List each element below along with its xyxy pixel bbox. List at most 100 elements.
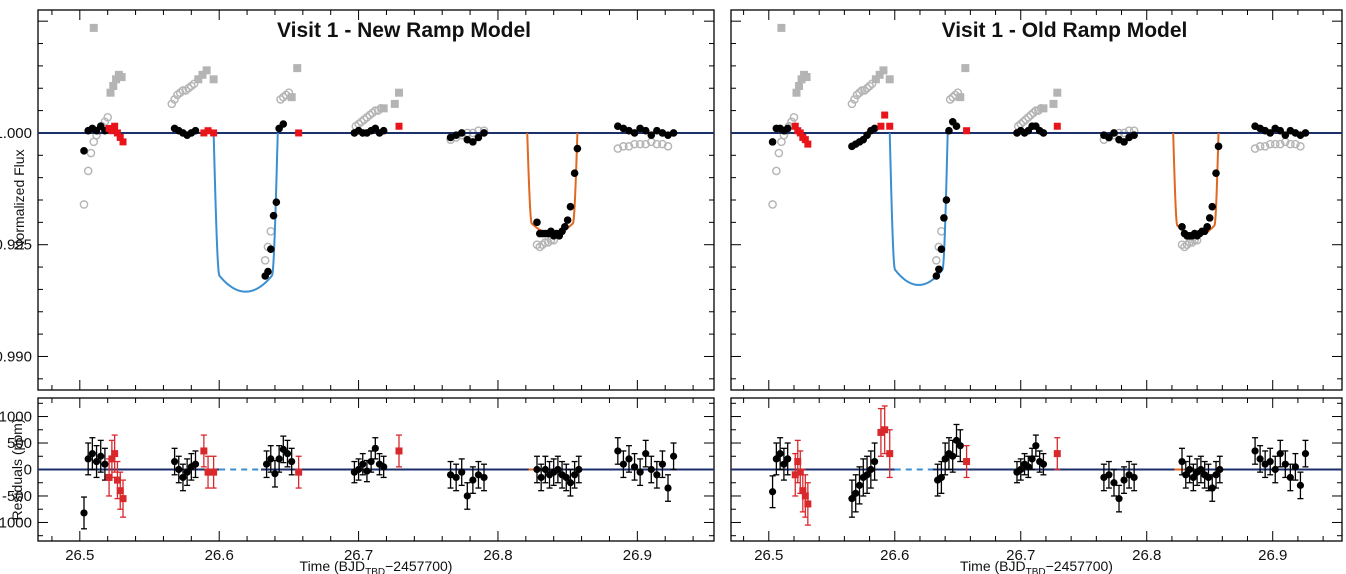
excluded-flux-point: [881, 111, 889, 119]
raw-flux-point: [624, 142, 634, 151]
residual-point: [1296, 481, 1305, 489]
residual-point: [784, 455, 792, 463]
raw-flux-excluded-point: [1039, 104, 1048, 113]
residual-excluded-point: [799, 487, 807, 495]
res-y-axis-label: Residuals (ppm): [9, 419, 25, 521]
excluded-flux-point: [877, 122, 885, 130]
x-tick-label: 26.6: [880, 547, 909, 564]
residual-excluded-point: [119, 495, 127, 503]
raw-flux-point: [260, 256, 270, 265]
residual-point: [1281, 460, 1289, 468]
raw-flux-excluded-point: [792, 88, 801, 97]
residual-point: [772, 455, 780, 463]
left-panel-new-ramp: 26.5 26.6 26.7 26.8 26.9 0.990 0.995 1.000 Norma…: [0, 9, 715, 574]
raw-flux-point: [1029, 108, 1038, 118]
residual-excluded-point: [794, 458, 802, 466]
raw-flux-excluded-point: [885, 75, 894, 84]
corrected-flux-point: [573, 144, 582, 153]
residual-point: [1024, 463, 1032, 471]
residual-point: [97, 452, 105, 460]
raw-flux-excluded-point: [117, 73, 126, 82]
residual-excluded-point: [116, 487, 124, 495]
residual-point: [619, 460, 628, 468]
residual-point: [183, 468, 191, 476]
residual-point: [952, 436, 961, 444]
excluded-flux-point: [204, 127, 212, 135]
excluded-flux-point: [796, 129, 804, 137]
residual-point: [1216, 465, 1224, 474]
residual-point: [1017, 465, 1025, 474]
raw-flux-point: [1250, 144, 1260, 153]
raw-flux-point: [852, 90, 862, 100]
x-tick-label: 26.5: [65, 547, 94, 564]
corrected-flux-point: [1205, 214, 1214, 222]
raw-flux-point: [613, 144, 623, 153]
raw-flux-point: [170, 95, 179, 104]
x-axis-label-main: Time (BJD: [300, 558, 366, 574]
residual-excluded-point: [801, 492, 809, 500]
residual-point: [371, 444, 379, 452]
residual-point: [625, 455, 633, 463]
corrected-flux-point: [1301, 129, 1310, 137]
excluded-flux-point: [1053, 122, 1061, 130]
corrected-flux-point: [1120, 138, 1128, 146]
residual-point: [80, 509, 88, 517]
residual-excluded-point: [108, 455, 116, 463]
residual-excluded-point: [111, 450, 119, 458]
residual-point: [363, 467, 371, 475]
raw-flux-point: [932, 256, 941, 265]
raw-flux-excluded-point: [202, 66, 211, 75]
raw-flux-point: [635, 139, 645, 149]
x-tick-label: 26.9: [623, 547, 652, 564]
raw-flux-point: [768, 200, 777, 209]
res-y-tick-label: 0: [24, 462, 32, 479]
x-tick-label: 26.7: [344, 547, 373, 564]
residual-point: [541, 465, 549, 474]
raw-flux-point: [850, 95, 859, 104]
residual-point: [88, 450, 96, 458]
raw-flux-point: [1021, 115, 1031, 124]
residual-point: [271, 470, 279, 478]
residual-point: [941, 455, 949, 463]
residual-point: [452, 473, 460, 482]
residual-excluded-point: [877, 428, 885, 436]
residual-point: [367, 457, 375, 466]
corrected-flux-point: [952, 122, 961, 131]
residual-point: [1105, 471, 1113, 479]
residual-excluded-point: [210, 468, 218, 476]
residual-point: [262, 460, 271, 468]
residual-point: [469, 476, 477, 484]
residual-point: [949, 452, 957, 460]
residual-point: [653, 471, 661, 479]
residual-point: [776, 450, 784, 458]
raw-flux-point: [1177, 240, 1187, 250]
residual-point: [480, 473, 488, 482]
residual-point: [458, 468, 466, 476]
corrected-flux-point: [1130, 131, 1138, 139]
raw-flux-point: [630, 139, 639, 149]
residual-point: [1115, 495, 1123, 503]
residual-point: [937, 473, 945, 482]
raw-flux-point: [79, 200, 89, 209]
corrected-flux-point: [1178, 223, 1186, 231]
raw-flux-point: [86, 148, 96, 158]
excluded-flux-point: [119, 138, 127, 146]
excluded-flux-point: [801, 136, 809, 144]
residual-point: [533, 465, 541, 474]
raw-flux-point: [774, 148, 784, 158]
excluded-flux-point: [108, 127, 116, 135]
raw-flux-excluded-point: [961, 64, 970, 73]
excluded-flux-point: [804, 140, 812, 148]
raw-flux-excluded-point: [287, 93, 296, 102]
residual-point: [354, 465, 363, 474]
corrected-flux-point: [191, 126, 200, 135]
corrected-flux-point: [942, 196, 951, 204]
raw-flux-point: [865, 81, 874, 91]
raw-flux-excluded-point: [109, 82, 118, 90]
corrected-flux-point: [269, 211, 278, 220]
residual-point: [283, 450, 292, 458]
residual-point: [1032, 442, 1040, 450]
corrected-flux-point: [279, 120, 288, 128]
residual-point: [867, 465, 875, 474]
raw-flux-excluded-point: [871, 75, 880, 84]
